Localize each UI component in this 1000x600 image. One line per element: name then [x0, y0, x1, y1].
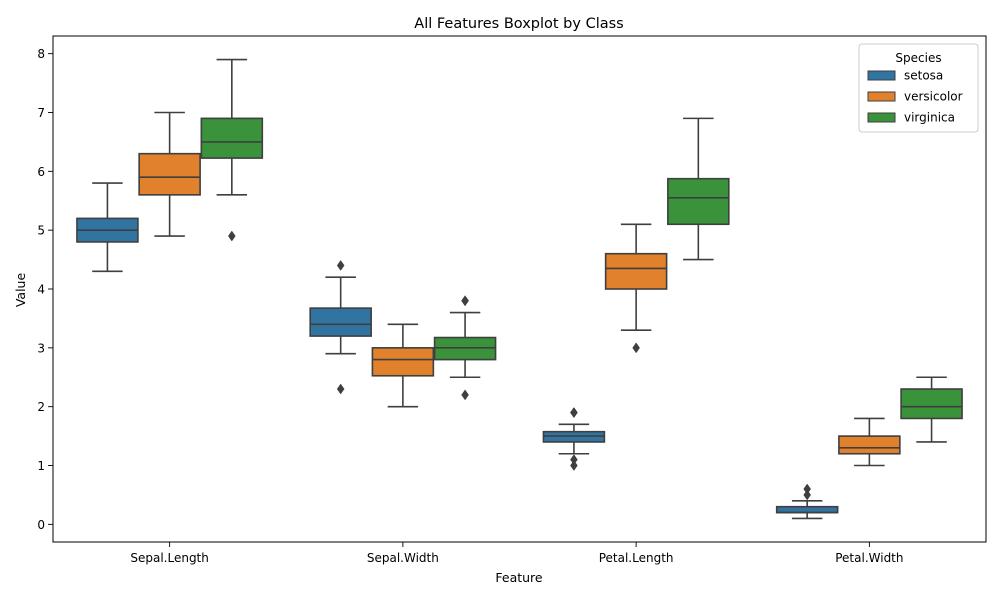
- box-setosa-Petal.Length: [542, 407, 606, 471]
- axes-frame: [52, 35, 987, 543]
- outlier-point: [461, 295, 469, 307]
- legend-swatch-virginica: [867, 112, 896, 123]
- legend: Species setosa versicolor virginica: [858, 43, 979, 133]
- x-tick-label: Petal.Length: [599, 551, 674, 565]
- box-versicolor-Petal.Width: [838, 417, 901, 467]
- box-iqr: [200, 117, 264, 159]
- legend-label-versicolor: versicolor: [904, 90, 963, 104]
- legend-frame: [858, 43, 979, 133]
- legend-swatch-versicolor: [867, 91, 896, 102]
- legend-title: Species: [895, 51, 941, 65]
- outlier-point: [570, 407, 578, 418]
- chart-title: All Features Boxplot by Class: [414, 16, 623, 32]
- outlier-point: [632, 342, 640, 354]
- box-versicolor-Petal.Length: [604, 223, 668, 354]
- plot-area: 0 1 2 3 4 5 6 7 8 Sepal.Length Sepal.Width Petal.Le…: [37, 35, 987, 565]
- box-virginica-Petal.Length: [667, 117, 730, 261]
- outlier-point: [803, 489, 811, 501]
- y-tick-label: 7: [37, 106, 45, 120]
- x-tick-label: Sepal.Length: [130, 551, 209, 565]
- box-setosa-Petal.Width: [775, 483, 839, 520]
- legend-swatch-setosa: [867, 70, 896, 81]
- y-tick-label: 8: [37, 47, 45, 61]
- box-iqr: [838, 435, 901, 455]
- y-tick-label: 0: [37, 518, 45, 532]
- outlier-point: [461, 389, 469, 401]
- box-iqr: [900, 388, 963, 420]
- box-virginica-Sepal.Length: [200, 58, 264, 242]
- box-virginica-Sepal.Width: [433, 295, 497, 401]
- box-virginica-Petal.Width: [900, 376, 963, 443]
- y-tick-label: 4: [37, 283, 45, 297]
- legend-label-setosa: setosa: [904, 69, 943, 83]
- y-tick-label: 5: [37, 224, 45, 238]
- x-tick-label: Petal.Width: [835, 551, 903, 565]
- box-versicolor-Sepal.Length: [138, 111, 201, 237]
- box-versicolor-Sepal.Width: [371, 323, 435, 408]
- box-iqr: [371, 347, 435, 377]
- box-iqr: [604, 252, 668, 290]
- outlier-point: [336, 260, 345, 271]
- box-setosa-Sepal.Width: [309, 260, 372, 395]
- outlier-point: [228, 230, 236, 242]
- box-iqr: [309, 307, 372, 337]
- box-setosa-Sepal.Length: [76, 182, 139, 273]
- outlier-point: [336, 383, 345, 395]
- box-iqr: [138, 152, 201, 196]
- y-tick-label: 1: [37, 459, 45, 473]
- y-tick-label: 3: [37, 341, 45, 355]
- x-axis-label: Feature: [495, 570, 543, 585]
- x-tick-label: Sepal.Width: [367, 551, 439, 565]
- box-iqr: [775, 505, 839, 514]
- y-tick-label: 2: [37, 400, 45, 414]
- legend-label-virginica: virginica: [904, 111, 955, 125]
- outlier-point: [570, 460, 578, 471]
- box-iqr: [667, 177, 730, 226]
- y-axis-label: Value: [13, 273, 28, 308]
- y-tick-label: 6: [37, 165, 45, 179]
